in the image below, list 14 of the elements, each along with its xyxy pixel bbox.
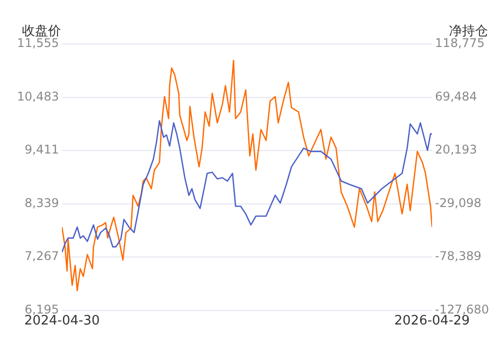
- y2-axis-title: 净持仓: [449, 24, 488, 39]
- y-tick-label: 7,267: [24, 249, 59, 264]
- y-tick-label: 9,411: [24, 142, 59, 157]
- y2-tick-label: -29,098: [435, 196, 482, 210]
- y2-tick-label: 69,484: [435, 89, 478, 104]
- x-tick-label: 2026-04-29: [394, 314, 470, 329]
- y2-tick-label: -78,389: [435, 249, 482, 264]
- y-tick-label: 11,555: [16, 36, 59, 50]
- x-tick-label: 2024-04-30: [24, 314, 100, 329]
- y-tick-label: 10,483: [16, 89, 59, 104]
- y2-tick-label: 20,193: [435, 142, 478, 157]
- y-axis-title: 收盘价: [22, 24, 61, 39]
- y-tick-label: 8,339: [24, 196, 59, 210]
- y2-tick-label: 118,775: [435, 36, 485, 50]
